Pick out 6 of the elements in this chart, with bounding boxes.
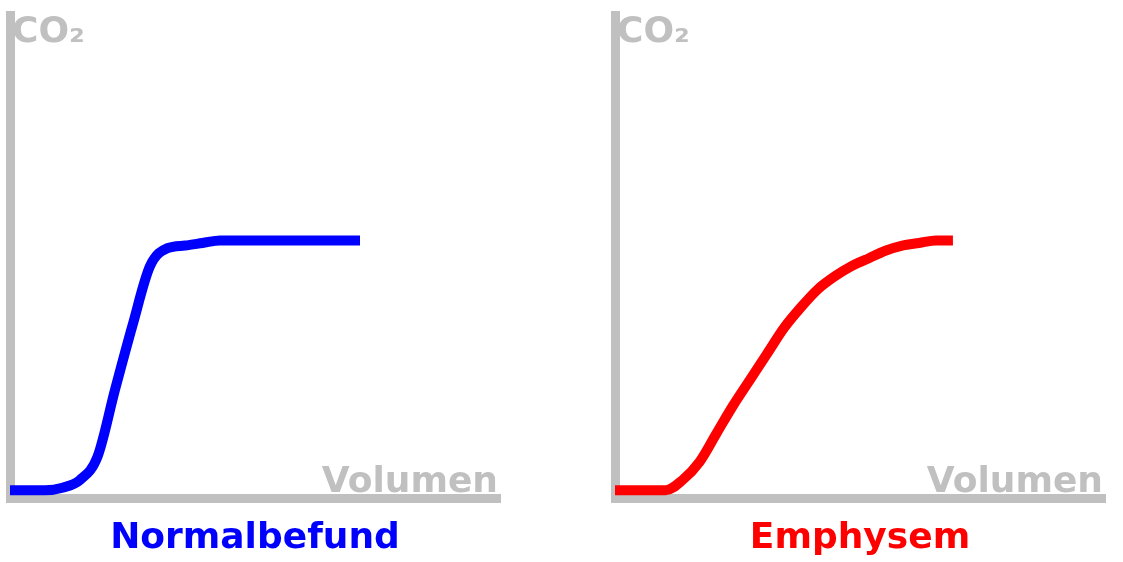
text: Emphysem [749, 515, 971, 556]
x-axis-title: Volumen [321, 459, 498, 500]
y-axis-title: CO₂ [617, 9, 690, 51]
y-axis-title: CO₂ [12, 9, 85, 51]
text: Normalbefund [110, 515, 400, 556]
x-axis-title: Volumen [926, 459, 1103, 500]
